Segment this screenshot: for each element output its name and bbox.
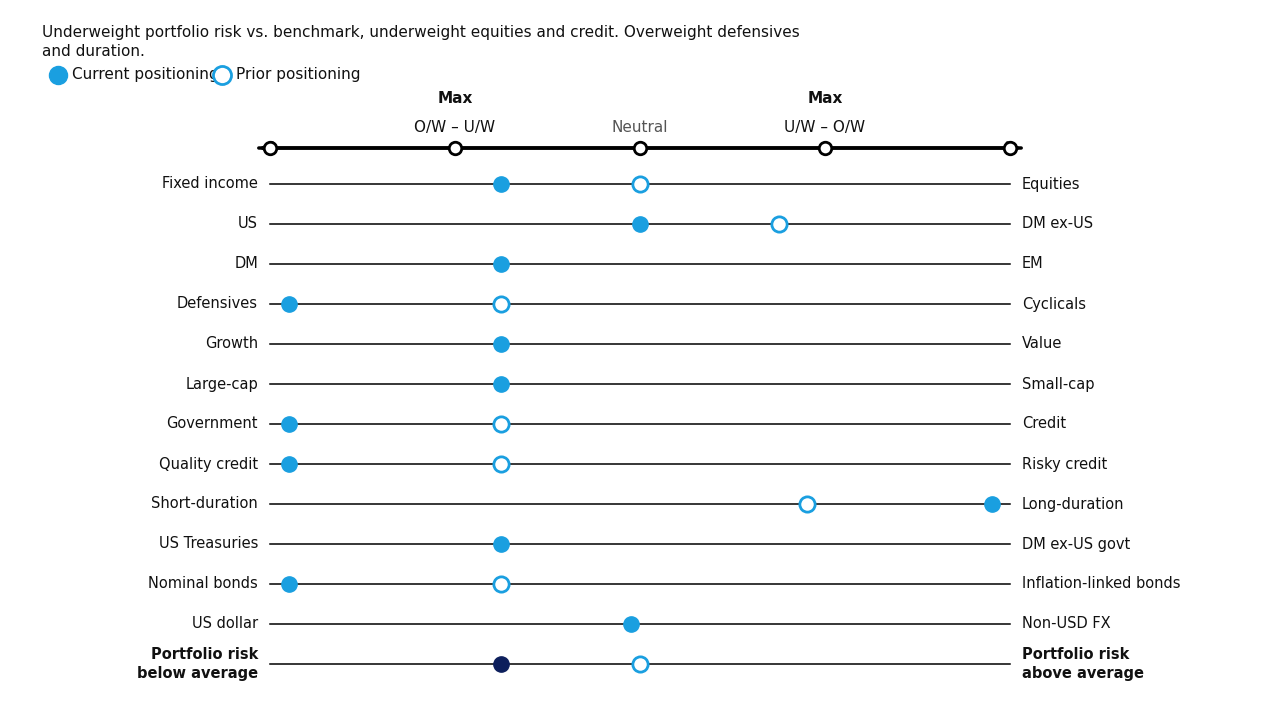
Text: Small-cap: Small-cap [1021, 377, 1094, 392]
Text: Fixed income: Fixed income [163, 176, 259, 192]
Text: Underweight portfolio risk vs. benchmark, underweight equities and credit. Overw: Underweight portfolio risk vs. benchmark… [42, 25, 800, 40]
Text: Equities: Equities [1021, 176, 1080, 192]
Text: US dollar: US dollar [192, 616, 259, 631]
Text: Large-cap: Large-cap [186, 377, 259, 392]
Text: DM ex-US govt: DM ex-US govt [1021, 536, 1130, 552]
Text: Max: Max [438, 91, 472, 106]
Text: and duration.: and duration. [42, 44, 145, 59]
Text: Neutral: Neutral [612, 120, 668, 135]
Text: Value: Value [1021, 336, 1062, 351]
Text: DM ex-US: DM ex-US [1021, 217, 1093, 232]
Text: Quality credit: Quality credit [159, 456, 259, 472]
Text: Inflation-linked bonds: Inflation-linked bonds [1021, 577, 1180, 592]
Text: Nominal bonds: Nominal bonds [148, 577, 259, 592]
Text: US Treasuries: US Treasuries [159, 536, 259, 552]
Text: DM: DM [234, 256, 259, 271]
Text: Defensives: Defensives [177, 297, 259, 312]
Text: Short-duration: Short-duration [151, 497, 259, 511]
Text: Current positioning: Current positioning [72, 68, 219, 83]
Text: U/W – O/W: U/W – O/W [785, 120, 865, 135]
Text: Non-USD FX: Non-USD FX [1021, 616, 1111, 631]
Text: Government: Government [166, 416, 259, 431]
Text: US: US [238, 217, 259, 232]
Text: Long-duration: Long-duration [1021, 497, 1125, 511]
Text: EM: EM [1021, 256, 1043, 271]
Text: Credit: Credit [1021, 416, 1066, 431]
Text: O/W – U/W: O/W – U/W [415, 120, 495, 135]
Text: Risky credit: Risky credit [1021, 456, 1107, 472]
Text: Prior positioning: Prior positioning [236, 68, 361, 83]
Text: Max: Max [808, 91, 842, 106]
Text: Growth: Growth [205, 336, 259, 351]
Text: Cyclicals: Cyclicals [1021, 297, 1085, 312]
Text: Portfolio risk
below average: Portfolio risk below average [137, 647, 259, 681]
Text: Portfolio risk
above average: Portfolio risk above average [1021, 647, 1144, 681]
